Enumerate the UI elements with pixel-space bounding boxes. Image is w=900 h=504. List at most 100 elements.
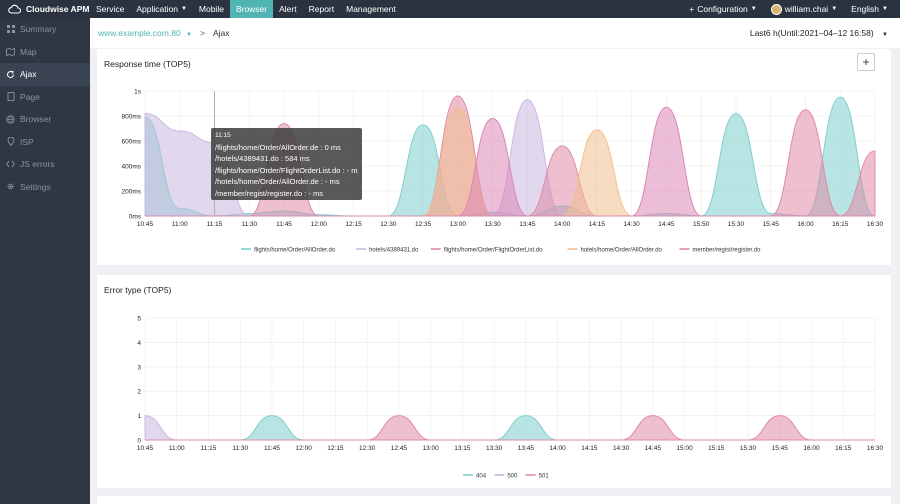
time-range-selector[interactable]: Last6 h(Until:2021–04–12 16:58) ▼ bbox=[750, 28, 888, 38]
sidebar-item-js-errors[interactable]: JS errors bbox=[0, 153, 90, 176]
breadcrumb: www.example.com.80 ▼ > Ajax Last6 h(Unti… bbox=[90, 18, 900, 48]
x-tick-label: 14:30 bbox=[613, 445, 630, 452]
x-tick-label: 13:00 bbox=[423, 445, 440, 452]
x-tick-label: 13:45 bbox=[518, 445, 535, 452]
legend-label: flights/home/Order/AllOrder.do bbox=[254, 247, 336, 253]
y-tick-label: 1s bbox=[134, 89, 142, 96]
language-label: English bbox=[851, 4, 880, 14]
sidebar-item-page[interactable]: Page bbox=[0, 86, 90, 109]
topbar-right: + Configuration ▼ william.chai ▼ English… bbox=[682, 0, 900, 18]
user-menu[interactable]: william.chai ▼ bbox=[764, 3, 844, 15]
x-tick-label: 11:00 bbox=[169, 445, 185, 452]
nav-management-label: Management bbox=[346, 4, 396, 14]
x-tick-label: 11:45 bbox=[276, 221, 292, 228]
legend-label: hotels/4389431.do bbox=[369, 247, 419, 253]
legend-label: flights/home/Order/FlightOrderList.do bbox=[444, 247, 543, 253]
tooltip-line: /flights/home/Order/AllOrder.de : 0 ms bbox=[215, 142, 341, 152]
nav-alert[interactable]: Alert bbox=[273, 0, 302, 18]
x-tick-label: 12:35 bbox=[415, 221, 432, 228]
legend-label: hotels/home/Order/AllOrder.do bbox=[581, 247, 663, 253]
sidebar-item-label: Summary bbox=[20, 24, 57, 35]
sidebar-item-ajax[interactable]: Ajax bbox=[0, 63, 90, 86]
x-tick-label: 12:00 bbox=[311, 221, 328, 228]
cloud-icon bbox=[8, 4, 21, 14]
legend-label: 404 bbox=[476, 473, 487, 479]
x-tick-label: 11:00 bbox=[172, 221, 188, 228]
x-tick-label: 11:30 bbox=[232, 445, 248, 452]
x-tick-label: 15:00 bbox=[676, 445, 693, 452]
app-name: Cloudwise APM bbox=[26, 4, 90, 14]
x-tick-label: 16:30 bbox=[867, 445, 884, 452]
nav-browser[interactable]: Browser bbox=[229, 0, 274, 18]
grid-icon bbox=[6, 25, 15, 34]
y-tick-label: 2 bbox=[137, 389, 141, 396]
x-tick-label: 13:15 bbox=[454, 445, 471, 452]
sidebar-item-settings[interactable]: Settings bbox=[0, 176, 90, 199]
y-tick-label: 5 bbox=[137, 316, 141, 323]
legend-label: 500 bbox=[507, 473, 518, 479]
y-tick-label: 4 bbox=[137, 340, 141, 347]
x-tick-label: 15:50 bbox=[693, 221, 710, 228]
nav-alert-label: Alert bbox=[279, 4, 297, 14]
error-type-title: Error type (TOP5) bbox=[104, 285, 172, 295]
refresh-icon bbox=[6, 70, 15, 79]
x-tick-label: 13:00 bbox=[450, 221, 467, 228]
sidebar-item-summary[interactable]: Summary bbox=[0, 18, 90, 41]
nav-mobile-label: Mobile bbox=[198, 4, 224, 14]
sidebar-item-label: Page bbox=[20, 91, 40, 102]
language-menu[interactable]: English ▼ bbox=[844, 4, 900, 14]
tooltip-line: /hotels/home/Order/AllOrder.de : - ms bbox=[215, 177, 340, 186]
breadcrumb-current: Ajax bbox=[212, 28, 230, 38]
nav-report[interactable]: Report bbox=[303, 0, 341, 18]
y-tick-label: 1 bbox=[137, 413, 141, 420]
configuration-label: Configuration bbox=[697, 4, 748, 14]
error-type-chart: 0 1 2 3 4 5 10:45 11:00 11:15 11:30 11:45 12:00 12:1… bbox=[137, 316, 884, 480]
sidebar-item-label: JS errors bbox=[20, 159, 55, 170]
y-tick-label: 400ms bbox=[121, 164, 141, 171]
x-tick-label: 12:30 bbox=[359, 445, 376, 452]
y-tick-label: 800ms bbox=[121, 114, 141, 121]
y-tick-label: 3 bbox=[137, 364, 141, 371]
sidebar-item-browser[interactable]: Browser bbox=[0, 108, 90, 131]
avatar bbox=[770, 3, 782, 15]
tooltip-time: 11:15 bbox=[215, 132, 231, 139]
x-tick-label: 16:30 bbox=[867, 221, 884, 228]
brand[interactable]: Cloudwise APM bbox=[0, 0, 90, 18]
configuration-menu[interactable]: + Configuration ▼ bbox=[682, 4, 763, 14]
globe-icon bbox=[6, 115, 15, 124]
x-tick-label: 11:15 bbox=[207, 221, 223, 228]
expand-button[interactable]: + bbox=[857, 53, 875, 71]
nav-service[interactable]: Service bbox=[90, 0, 130, 18]
x-tick-label: 16:00 bbox=[797, 221, 814, 228]
domain-selector[interactable]: www.example.com.80 ▼ bbox=[98, 28, 192, 38]
nav-service-label: Service bbox=[96, 4, 125, 14]
x-tick-label: 10:45 bbox=[137, 221, 154, 228]
x-tick-label: 14:45 bbox=[658, 221, 675, 228]
sidebar: Summary Map Ajax Page Browser ISP JS err… bbox=[0, 18, 90, 504]
tooltip-line: /flights/home/Order/FlightOrderList.do :… bbox=[215, 165, 358, 175]
top-navigation-bar: Cloudwise APM Service Application ▼ Mobil… bbox=[0, 0, 900, 18]
sidebar-item-isp[interactable]: ISP bbox=[0, 131, 90, 154]
gear-icon bbox=[6, 182, 15, 191]
y-tick-label: 0ms bbox=[129, 214, 142, 221]
caret-down-icon: ▼ bbox=[186, 32, 192, 38]
x-tick-label: 12:15 bbox=[345, 221, 362, 228]
nav-browser-label: Browser bbox=[235, 4, 268, 14]
user-name: william.chai bbox=[784, 4, 829, 14]
x-tick-label: 15:45 bbox=[772, 445, 789, 452]
nav-application[interactable]: Application ▼ bbox=[130, 0, 193, 18]
caret-down-icon: ▼ bbox=[882, 32, 888, 38]
x-tick-label: 16:15 bbox=[832, 221, 849, 228]
sidebar-item-label: Ajax bbox=[20, 69, 37, 80]
caret-down-icon: ▼ bbox=[180, 6, 187, 12]
x-tick-label: 15:45 bbox=[763, 221, 780, 228]
x-tick-label: 16:15 bbox=[835, 445, 852, 452]
nav-mobile[interactable]: Mobile bbox=[193, 0, 230, 18]
x-tick-label: 12:15 bbox=[327, 445, 344, 452]
sidebar-item-map[interactable]: Map bbox=[0, 41, 90, 64]
tooltip-line: /hotels/4389431.do : 584 ms bbox=[215, 154, 310, 163]
x-tick-label: 11:45 bbox=[264, 445, 280, 452]
next-panel-edge bbox=[97, 496, 891, 504]
sidebar-item-label: ISP bbox=[20, 136, 34, 147]
nav-management[interactable]: Management bbox=[340, 0, 402, 18]
